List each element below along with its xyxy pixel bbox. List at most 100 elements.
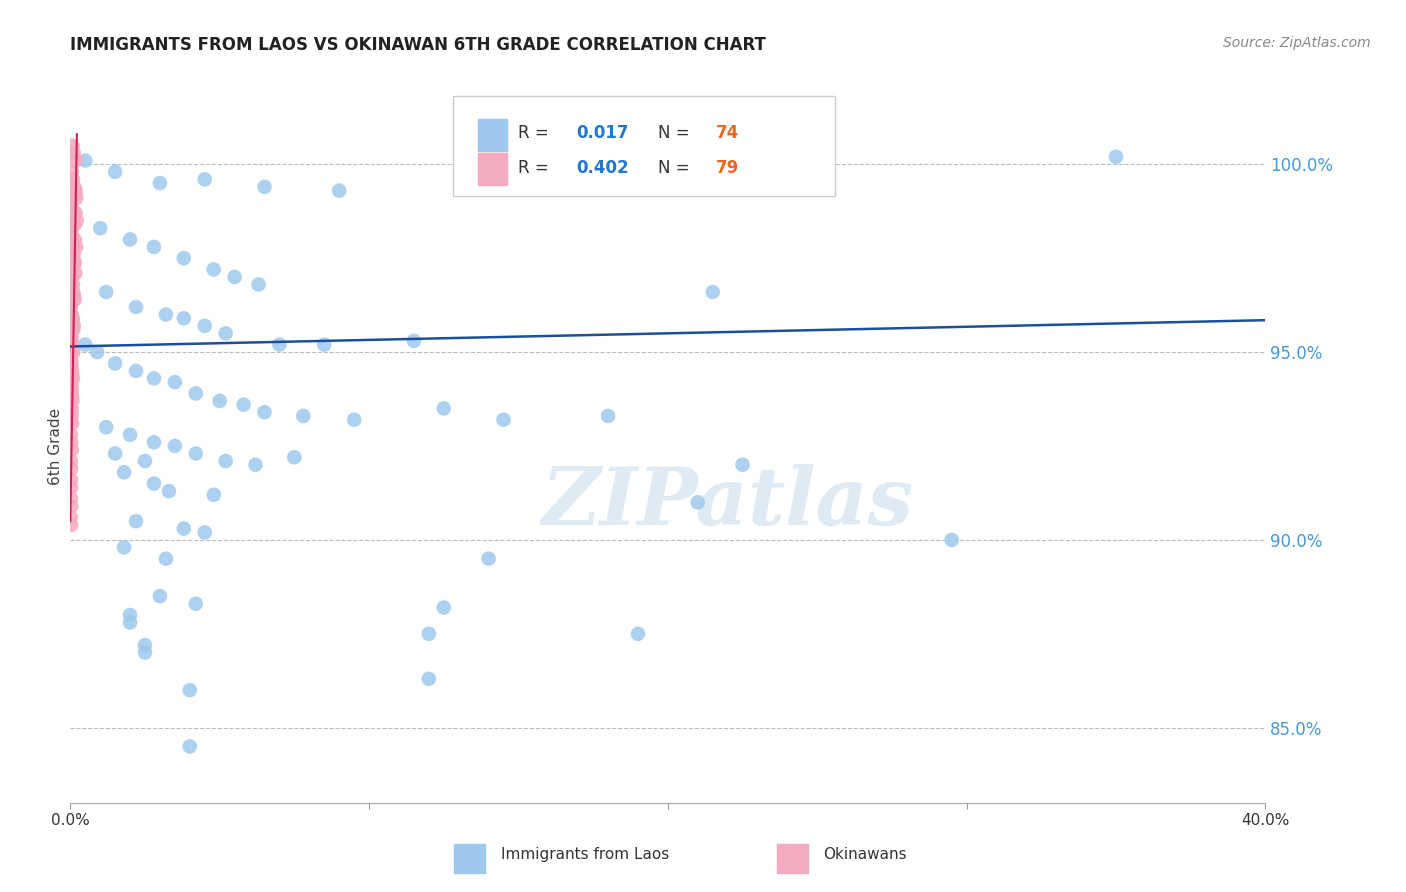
Point	[60, 225, 83, 239]
Point	[173, 311, 195, 326]
Point	[120, 427, 141, 442]
Point	[60, 405, 83, 419]
Point	[163, 439, 186, 453]
Point	[59, 352, 82, 367]
Point	[60, 345, 83, 359]
Point	[120, 615, 141, 630]
Text: Immigrants from Laos: Immigrants from Laos	[501, 847, 669, 863]
Point	[60, 393, 83, 408]
Point	[143, 476, 166, 491]
Point	[62, 138, 84, 153]
Point	[194, 318, 217, 333]
Point	[60, 360, 83, 375]
Point	[62, 311, 84, 326]
Point	[60, 435, 83, 450]
Point	[59, 427, 82, 442]
Point	[65, 187, 87, 202]
Point	[478, 551, 501, 566]
Point	[62, 247, 84, 261]
Point	[686, 495, 709, 509]
Text: R =: R =	[519, 125, 554, 143]
Point	[173, 251, 195, 265]
Point	[75, 153, 97, 168]
Point	[63, 179, 86, 194]
Text: 0.402: 0.402	[576, 159, 628, 177]
Point	[62, 322, 84, 336]
Point	[96, 285, 117, 299]
Point	[269, 337, 291, 351]
Point	[59, 300, 82, 314]
Point	[702, 285, 724, 299]
Point	[143, 371, 166, 385]
Point	[60, 379, 83, 393]
Point	[65, 184, 87, 198]
Point	[60, 165, 83, 179]
FancyBboxPatch shape	[478, 153, 506, 185]
Point	[59, 349, 82, 363]
Point	[1105, 150, 1128, 164]
Point	[134, 646, 156, 660]
Point	[343, 413, 366, 427]
Point	[60, 442, 83, 457]
Point	[112, 465, 135, 479]
Point	[941, 533, 963, 547]
Point	[149, 176, 172, 190]
Point	[328, 184, 350, 198]
Point	[60, 232, 83, 246]
Point	[232, 398, 254, 412]
Point	[59, 454, 82, 468]
Point	[143, 240, 166, 254]
Point	[492, 413, 515, 427]
Point	[59, 393, 82, 408]
Point	[63, 318, 86, 333]
Text: 0.017: 0.017	[576, 125, 628, 143]
Point	[60, 296, 83, 310]
Point	[120, 232, 141, 246]
Point	[418, 627, 440, 641]
Point	[112, 541, 135, 555]
Point	[253, 179, 276, 194]
Point	[60, 386, 83, 401]
Point	[224, 270, 246, 285]
Point	[214, 454, 236, 468]
Text: IMMIGRANTS FROM LAOS VS OKINAWAN 6TH GRADE CORRELATION CHART: IMMIGRANTS FROM LAOS VS OKINAWAN 6TH GRA…	[70, 36, 766, 54]
Point	[60, 259, 83, 273]
Point	[60, 228, 83, 243]
Point	[125, 364, 148, 378]
Point	[60, 480, 83, 494]
Text: R =: R =	[519, 159, 554, 177]
Point	[418, 672, 440, 686]
Point	[179, 683, 201, 698]
Point	[120, 607, 141, 622]
Point	[157, 484, 180, 499]
Point	[63, 259, 86, 273]
FancyBboxPatch shape	[454, 845, 485, 872]
Point	[184, 386, 207, 401]
Point	[59, 510, 82, 524]
Point	[173, 522, 195, 536]
Point	[59, 473, 82, 487]
Point	[194, 525, 217, 540]
Point	[314, 337, 336, 351]
Point	[59, 401, 82, 416]
Point	[214, 326, 236, 341]
Point	[62, 240, 84, 254]
Point	[208, 393, 231, 408]
Point	[184, 597, 207, 611]
Point	[62, 315, 84, 329]
Point	[63, 232, 86, 246]
Point	[60, 368, 83, 382]
Point	[60, 409, 83, 423]
Point	[60, 417, 83, 431]
Point	[62, 210, 84, 224]
FancyBboxPatch shape	[776, 845, 808, 872]
Point	[59, 251, 82, 265]
Point	[60, 337, 83, 351]
Point	[60, 281, 83, 295]
Point	[65, 206, 87, 220]
Point	[433, 401, 456, 416]
Point	[125, 300, 148, 314]
Point	[60, 517, 83, 532]
Point	[60, 262, 83, 277]
Point	[60, 461, 83, 475]
